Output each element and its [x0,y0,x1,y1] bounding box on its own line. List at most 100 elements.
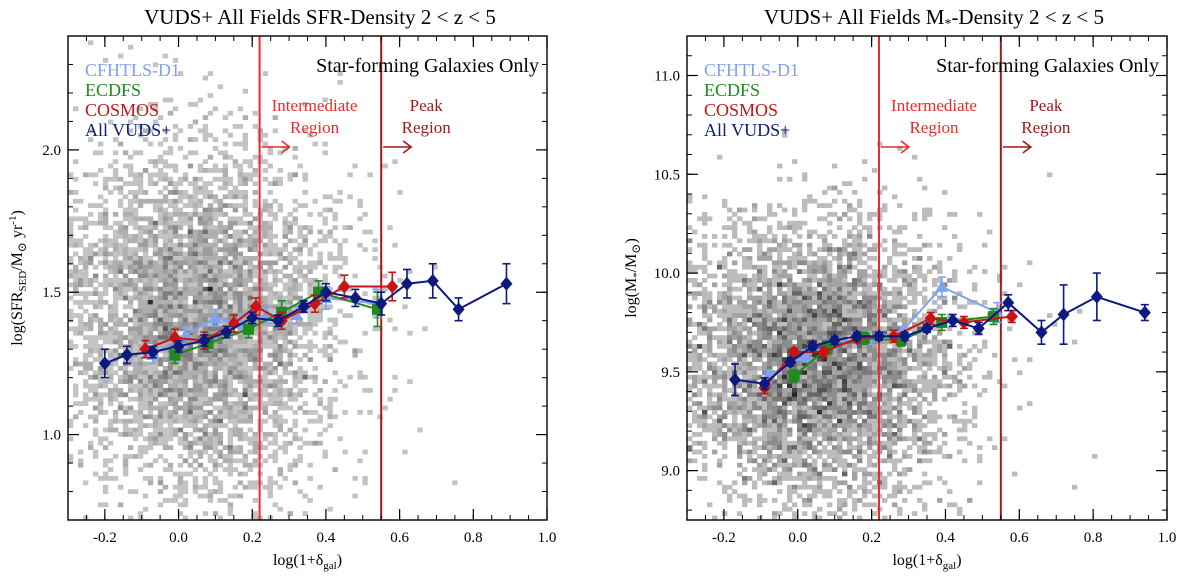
histogram-cell [847,208,852,213]
histogram-cell [867,274,872,279]
histogram-cell [128,234,133,239]
histogram-cell [113,296,118,301]
histogram-cell [967,362,972,367]
histogram-cell [283,216,288,221]
histogram-cell [133,212,138,217]
histogram-cell [188,247,193,252]
histogram-cell [98,203,103,208]
histogram-cell [73,300,78,305]
histogram-cell [273,331,278,336]
histogram-cell [782,326,787,331]
histogram-cell [193,406,198,411]
histogram-cell [248,410,253,415]
histogram-cell [792,256,797,261]
histogram-cell [213,414,218,419]
histogram-cell [702,313,707,318]
histogram-cell [278,168,283,173]
histogram-cell [827,212,832,217]
histogram-cell [327,208,332,213]
histogram-cell [712,335,717,340]
histogram-cell [757,401,762,406]
histogram-cell [802,296,807,301]
histogram-cell [732,247,737,252]
histogram-cell [273,410,278,415]
histogram-cell [178,190,183,195]
histogram-cell [887,370,892,375]
histogram-cell [233,485,238,490]
histogram-cell [163,375,168,380]
histogram-cell [802,401,807,406]
histogram-cell [213,406,218,411]
histogram-cell [817,357,822,362]
histogram-cell [68,454,73,459]
histogram-cell [123,366,128,371]
histogram-cell [737,397,742,402]
histogram-cell [253,392,258,397]
histogram-cell [113,243,118,248]
histogram-cell [942,384,947,389]
histogram-cell [867,256,872,261]
histogram-cell [198,414,203,419]
histogram-cell [917,265,922,270]
histogram-cell [188,309,193,314]
histogram-cell [852,265,857,270]
histogram-cell [812,322,817,327]
histogram-cell [807,388,812,393]
histogram-cell [238,406,243,411]
histogram-cell [762,234,767,239]
histogram-cell [228,384,233,389]
histogram-cell [243,137,248,142]
histogram-cell [817,397,822,402]
histogram-cell [168,98,173,103]
histogram-cell [178,375,183,380]
histogram-cell [213,282,218,287]
histogram-cell [822,238,827,243]
histogram-cell [702,278,707,283]
histogram-cell [792,313,797,318]
histogram-cell [897,423,902,428]
histogram-cell [327,414,332,419]
histogram-cell [103,335,108,340]
histogram-cell [887,410,892,415]
histogram-cell [188,291,193,296]
histogram-cell [163,208,168,213]
histogram-cell [802,428,807,433]
histogram-cell [158,216,163,221]
histogram-cell [133,428,138,433]
histogram-cell [752,406,757,411]
histogram-cell [897,401,902,406]
histogram-cell [802,340,807,345]
histogram-cell [73,190,78,195]
histogram-cell [707,291,712,296]
histogram-cell [133,357,138,362]
data-point [401,277,413,291]
histogram-cell [88,203,93,208]
histogram-cell [158,318,163,323]
histogram-cell [228,177,233,182]
histogram-cell [173,265,178,270]
histogram-cell [787,335,792,340]
histogram-cell [278,485,283,490]
histogram-cell [807,406,812,411]
histogram-cell [243,177,248,182]
histogram-cell [852,353,857,358]
histogram-cell [108,260,113,265]
histogram-cell [198,98,203,103]
histogram-cell [268,353,273,358]
histogram-cell [742,384,747,389]
histogram-cell [932,392,937,397]
histogram-cell [218,287,223,292]
histogram-cell [722,340,727,345]
histogram-cell [138,300,143,305]
histogram-cell [332,467,337,472]
histogram-cell [402,304,407,309]
histogram-cell [168,419,173,424]
histogram-cell [827,331,832,336]
histogram-cell [168,318,173,323]
histogram-cell [962,410,967,415]
histogram-cell [208,190,213,195]
histogram-cell [298,269,303,274]
histogram-cell [263,274,268,279]
histogram-cell [158,476,163,481]
histogram-cell [223,366,228,371]
